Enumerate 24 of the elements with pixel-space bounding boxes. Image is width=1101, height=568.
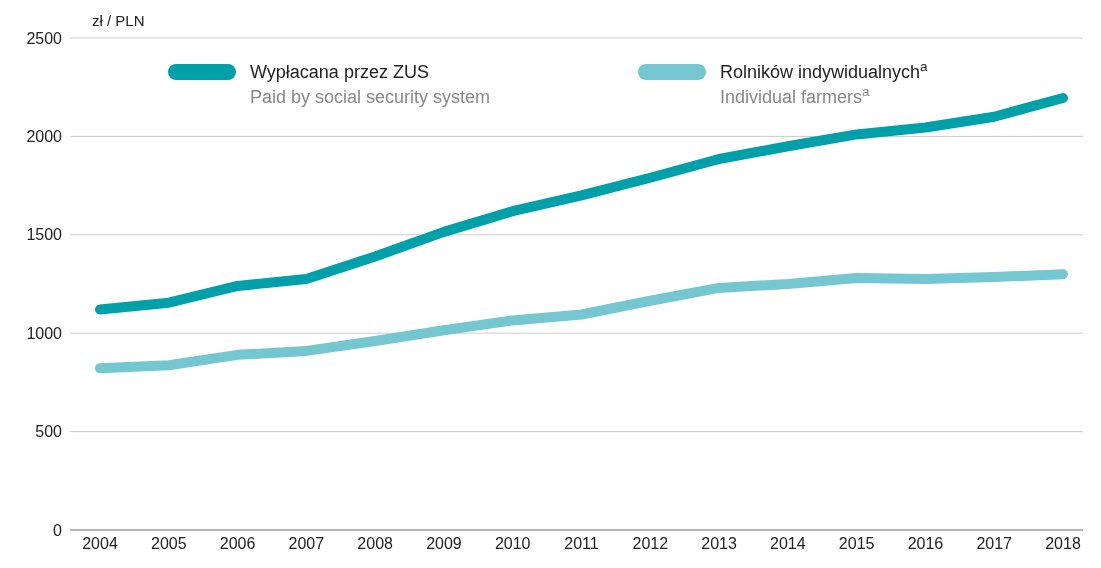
- y-tick-label: 0: [53, 521, 63, 539]
- x-tick-label: 2014: [770, 535, 806, 553]
- text: Rolników indywidualnych$^{a}$ Individual farmers$^{a}$: [720, 59, 928, 107]
- x-tick-label: 2015: [838, 535, 875, 553]
- y-tick-label: 1500: [26, 226, 63, 244]
- x-tick-label: 2004: [82, 535, 118, 553]
- x-tick-label: 2010: [494, 535, 531, 553]
- legend-label: Wypłacana przez ZUS Paid by social security system: [250, 61, 491, 109]
- y-tick-label: 500: [35, 423, 63, 441]
- y-axis-title: zł / PLN: [92, 12, 145, 29]
- x-tick-label: 2005: [150, 535, 187, 553]
- x-tick-label: 2013: [701, 535, 737, 553]
- x-tick-label: 2018: [1045, 535, 1081, 553]
- y-tick-label: 1000: [26, 324, 63, 342]
- y-tick-label: 2000: [26, 128, 63, 146]
- x-tick-label: 2007: [288, 535, 325, 553]
- x-tick-label: 2008: [357, 535, 394, 553]
- x-tick-label: 2017: [976, 535, 1013, 553]
- x-tick-label: 2009: [426, 535, 462, 553]
- x-tick-label: 2012: [632, 535, 669, 553]
- x-tick-label: 2011: [564, 535, 599, 553]
- y-tick-label: 2500: [26, 29, 63, 47]
- x-tick-label: 2016: [907, 535, 944, 553]
- x-tick-label: 2006: [219, 535, 256, 553]
